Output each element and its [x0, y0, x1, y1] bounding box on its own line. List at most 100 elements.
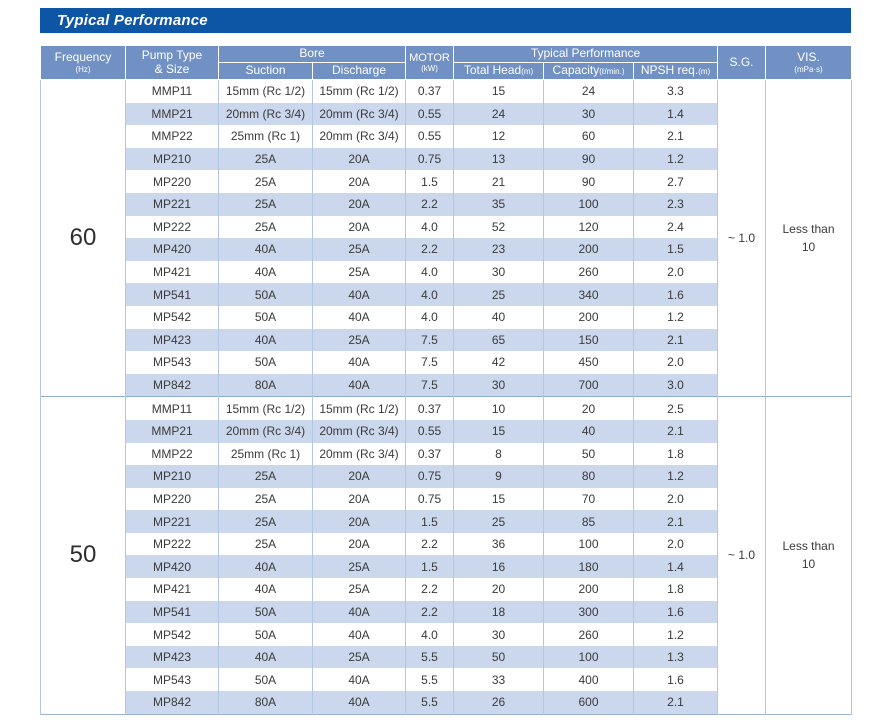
motor-kw-cell: 5.5 — [405, 668, 455, 692]
discharge-cell: 20A — [311, 147, 407, 171]
table-row: MP543 50A 40A 5.5 33 400 1.6 — [41, 668, 852, 692]
table-row: MMP21 20mm (Rc 3/4) 20mm (Rc 3/4) 0.55 24 30 1… — [41, 102, 852, 126]
total-head-cell: 20 — [453, 578, 545, 601]
discharge-cell: 40A — [311, 305, 407, 329]
motor-kw-cell: 2.2 — [405, 600, 455, 624]
npsh-cell: 1.2 — [633, 305, 719, 329]
npsh-cell: 2.0 — [633, 532, 719, 556]
npsh-cell: 1.3 — [633, 645, 719, 669]
capacity-cell: 260 — [543, 623, 635, 646]
vis-value-cell: Less than 10 — [765, 396, 853, 715]
header-motor-unit: (kW) — [421, 64, 438, 74]
total-head-cell: 35 — [453, 192, 545, 216]
motor-kw-cell: 0.75 — [405, 487, 455, 511]
npsh-cell: 2.0 — [633, 487, 719, 511]
table-row: 50 MMP11 15mm (Rc 1/2) 15mm (Rc 1/2) 0.37 10 2… — [40, 396, 853, 715]
discharge-cell: 40A — [311, 283, 407, 306]
discharge-cell: 20A — [311, 192, 407, 216]
total-head-cell: 40 — [453, 305, 545, 329]
npsh-cell: 1.2 — [633, 147, 719, 171]
suction-cell: 40A — [218, 328, 313, 352]
table-row: MP420 40A 25A 1.5 16 180 1.4 — [41, 555, 852, 579]
motor-kw-cell: 5.5 — [405, 645, 455, 669]
suction-cell: 25mm (Rc 1) — [218, 442, 313, 466]
pump-model-cell: MP423 — [125, 645, 219, 669]
table-row: MP421 40A 25A 4.0 30 260 2.0 — [41, 260, 852, 284]
suction-cell: 50A — [218, 600, 313, 624]
table-row: MP542 50A 40A 4.0 30 260 1.2 — [41, 623, 852, 646]
capacity-cell: 60 — [543, 125, 635, 148]
total-head-cell: 23 — [453, 238, 545, 261]
motor-kw-cell: 0.37 — [405, 396, 455, 420]
table-row: MMP22 25mm (Rc 1) 20mm (Rc 3/4) 0.37 8 50 1.8 — [41, 442, 852, 466]
header-npsh: NPSH req.(m) — [633, 62, 719, 80]
pump-model-cell: MP421 — [125, 578, 219, 601]
discharge-cell: 20mm (Rc 3/4) — [311, 102, 407, 126]
capacity-cell: 40 — [543, 419, 635, 443]
total-head-cell: 12 — [453, 125, 545, 148]
npsh-cell: 2.4 — [633, 215, 719, 239]
header-capacity: Capacity(ℓ/min.) — [543, 62, 635, 80]
total-head-cell: 42 — [453, 351, 545, 374]
npsh-cell: 2.5 — [633, 396, 719, 420]
capacity-cell: 260 — [543, 260, 635, 284]
npsh-cell: 2.1 — [633, 328, 719, 352]
table-row: MP423 40A 25A 7.5 65 150 2.1 — [41, 328, 852, 352]
npsh-cell: 1.5 — [633, 238, 719, 261]
npsh-cell: 1.6 — [633, 600, 719, 624]
npsh-cell: 1.6 — [633, 283, 719, 306]
pump-model-cell: MMP21 — [125, 102, 219, 126]
suction-cell: 20mm (Rc 3/4) — [218, 102, 313, 126]
npsh-cell: 1.8 — [633, 578, 719, 601]
pump-model-cell: MP220 — [125, 170, 219, 193]
pump-model-cell: MMP22 — [125, 125, 219, 148]
capacity-cell: 200 — [543, 305, 635, 329]
capacity-cell: 80 — [543, 465, 635, 488]
total-head-cell: 13 — [453, 147, 545, 171]
section-title-bar: Typical Performance — [40, 8, 851, 33]
npsh-cell: 2.0 — [633, 351, 719, 374]
header-motor: MOTOR (kW) — [405, 45, 455, 80]
motor-kw-cell: 4.0 — [405, 623, 455, 646]
discharge-cell: 40A — [311, 600, 407, 624]
motor-kw-cell: 0.75 — [405, 465, 455, 488]
capacity-cell: 200 — [543, 238, 635, 261]
suction-cell: 25A — [218, 192, 313, 216]
motor-kw-cell: 2.2 — [405, 192, 455, 216]
table-row: MP842 80A 40A 5.5 26 600 2.1 — [41, 691, 852, 715]
total-head-cell: 15 — [453, 419, 545, 443]
motor-kw-cell: 0.55 — [405, 125, 455, 148]
table-row: MMP22 25mm (Rc 1) 20mm (Rc 3/4) 0.55 12 60 2.1 — [41, 125, 852, 148]
motor-kw-cell: 2.2 — [405, 238, 455, 261]
total-head-cell: 8 — [453, 442, 545, 466]
header-bore: Bore — [217, 45, 407, 63]
npsh-cell: 2.1 — [633, 691, 719, 715]
total-head-cell: 36 — [453, 532, 545, 556]
pump-model-cell: MP222 — [125, 215, 219, 239]
pump-model-cell: MP210 — [125, 147, 219, 171]
discharge-cell: 40A — [311, 351, 407, 374]
capacity-cell: 100 — [543, 192, 635, 216]
total-head-cell: 26 — [453, 691, 545, 715]
suction-cell: 80A — [218, 691, 313, 715]
frequency-value-cell: 50 — [40, 396, 126, 715]
discharge-cell: 25A — [311, 555, 407, 579]
header-vis-unit: (mPa·s) — [794, 64, 823, 74]
capacity-cell: 340 — [543, 283, 635, 306]
capacity-cell: 90 — [543, 147, 635, 171]
vis-value-cell: Less than 10 — [765, 79, 853, 397]
npsh-cell: 2.1 — [633, 510, 719, 533]
table-row: MP222 25A 20A 4.0 52 120 2.4 — [41, 215, 852, 239]
capacity-cell: 50 — [543, 442, 635, 466]
suction-cell: 40A — [218, 645, 313, 669]
capacity-cell: 600 — [543, 691, 635, 715]
suction-cell: 25A — [218, 465, 313, 488]
total-head-cell: 21 — [453, 170, 545, 193]
suction-cell: 25mm (Rc 1) — [218, 125, 313, 148]
npsh-cell: 2.1 — [633, 125, 719, 148]
section-title: Typical Performance — [57, 12, 208, 29]
suction-cell: 25A — [218, 215, 313, 239]
capacity-cell: 100 — [543, 532, 635, 556]
npsh-cell: 2.3 — [633, 192, 719, 216]
